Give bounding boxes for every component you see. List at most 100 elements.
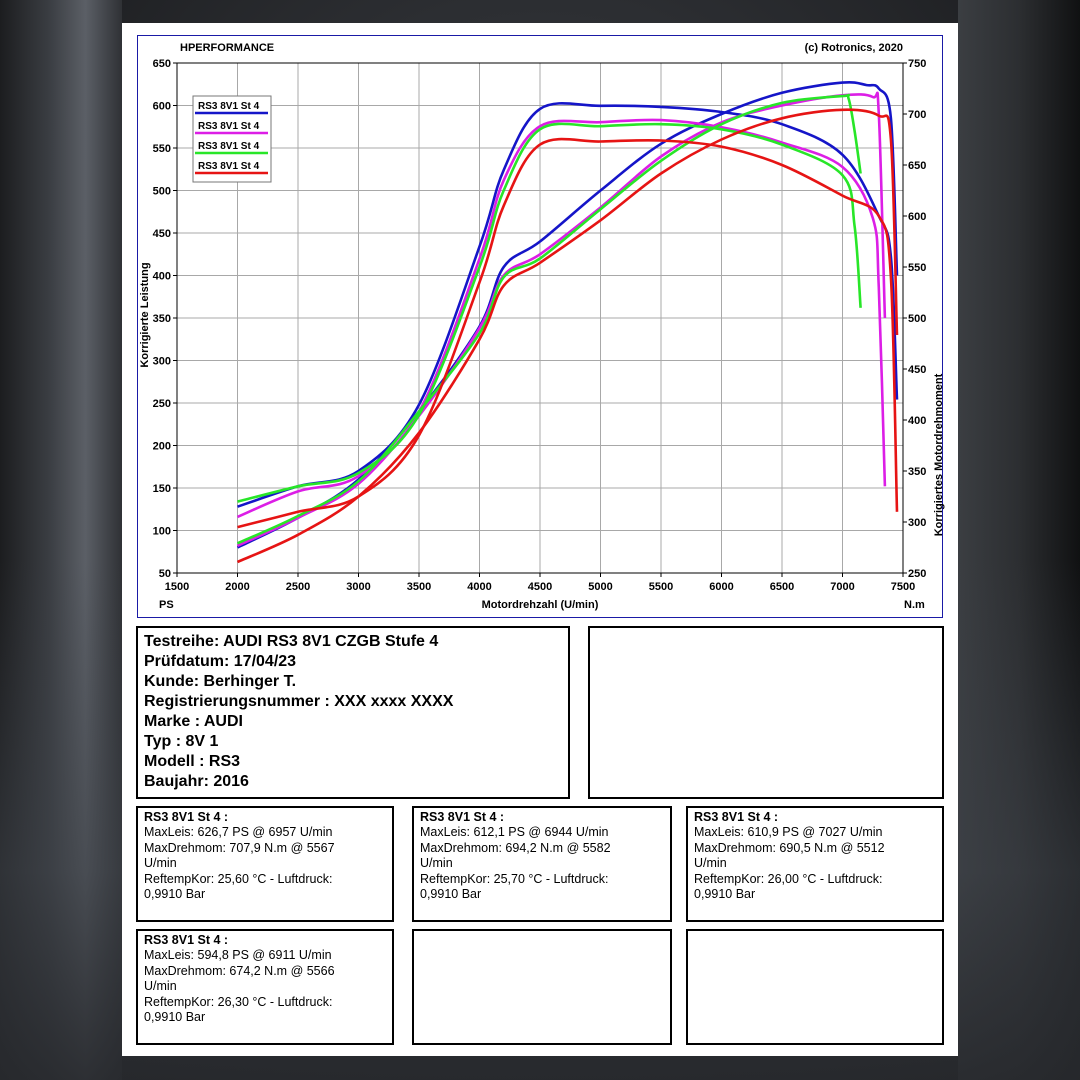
result-max-torque: MaxDrehmom: 694,2 N.m @ 5582 xyxy=(420,840,611,855)
power-curve-4 xyxy=(236,108,899,564)
kunde: Kunde: Berhinger T. xyxy=(144,673,297,690)
y-left-tick-label: 300 xyxy=(153,356,171,368)
y-right-tick-label: 550 xyxy=(908,262,926,274)
x-tick-label: 7000 xyxy=(830,581,854,593)
result-reftemp: ReftempKor: 26,00 °C - Luftdruck: xyxy=(694,871,883,886)
x-tick-label: 6000 xyxy=(709,581,733,593)
result-box-4: RS3 8V1 St 4 : MaxLeis: 594,8 PS @ 6911 … xyxy=(136,929,394,1045)
result-max-power: MaxLeis: 626,7 PS @ 6957 U/min xyxy=(144,825,333,839)
y-right-tick-label: 300 xyxy=(908,517,926,529)
x-tick-label: 5500 xyxy=(649,581,673,593)
result-reftemp: ReftempKor: 26,30 °C - Luftdruck: xyxy=(144,994,333,1009)
y-left-tick-label: 350 xyxy=(153,313,171,325)
y-left-tick-label: 600 xyxy=(153,101,171,113)
chart-legend: RS3 8V1 St 4 RS3 8V1 St 4 RS3 8V1 St 4 RS3 … xyxy=(192,95,272,183)
x-tick-label: 7500 xyxy=(891,581,915,593)
result-max-torque: MaxDrehmom: 707,9 N.m @ 5567 xyxy=(144,840,335,855)
y-left-tick-label: 150 xyxy=(153,483,171,495)
empty-info-box xyxy=(588,626,944,799)
y-right-tick-label: 700 xyxy=(908,109,926,121)
x-axis-label: Motordrehzahl (U/min) xyxy=(482,599,599,611)
y-left-tick-label: 500 xyxy=(153,186,171,198)
x-tick-label: 4500 xyxy=(528,581,552,593)
x-tick-label: 4000 xyxy=(467,581,491,593)
testreihe: Testreihe: AUDI RS3 8V1 CZGB Stufe 4 xyxy=(144,633,439,650)
y-left-tick-labels: 50 100 150 200 250 300 350 400 450 500 550 600 650 xyxy=(153,58,177,580)
y-right-tick-labels: 250 300 350 400 450 500 550 600 650 700 750 xyxy=(903,58,926,580)
chart-frame xyxy=(137,35,943,618)
x-tick-label: 3000 xyxy=(346,581,370,593)
dyno-chart: 1500 2000 2500 3000 3500 4000 4500 5000 5500 6000… xyxy=(139,42,945,611)
x-tick-label: 2500 xyxy=(286,581,310,593)
x-tick-label: 2000 xyxy=(225,581,249,593)
marke: Marke : AUDI xyxy=(144,713,243,730)
y-left-tick-label: 250 xyxy=(153,398,171,410)
result-torque-unit: U/min xyxy=(420,856,453,870)
y-left-tick-label: 50 xyxy=(159,568,171,580)
result-pressure: 0,9910 Bar xyxy=(144,887,206,901)
result-box-3: RS3 8V1 St 4 : MaxLeis: 610,9 PS @ 7027 … xyxy=(686,806,944,922)
y-right-tick-label: 250 xyxy=(908,568,926,580)
empty-result-box-6 xyxy=(686,929,944,1045)
result-torque-unit: U/min xyxy=(144,856,177,870)
legend-label-3: RS3 8V1 St 4 xyxy=(198,141,260,152)
torque-curve-1 xyxy=(237,102,899,508)
y-right-tick-label: 400 xyxy=(908,415,926,427)
left-unit-label: PS xyxy=(159,599,174,611)
torque-curve-4 xyxy=(237,137,899,529)
power-curve-2 xyxy=(236,91,887,547)
y-right-axis-label: Korrigiertes Motordrehmoment xyxy=(933,373,945,536)
series-lines xyxy=(236,80,899,564)
y-left-tick-label: 100 xyxy=(153,526,171,538)
result-title: RS3 8V1 St 4 : xyxy=(144,810,229,824)
result-max-power: MaxLeis: 612,1 PS @ 6944 U/min xyxy=(420,825,609,839)
x-tick-label: 3500 xyxy=(407,581,431,593)
result-pressure: 0,9910 Bar xyxy=(144,1010,206,1024)
y-right-tick-label: 350 xyxy=(908,466,926,478)
x-tick-labels: 1500 2000 2500 3000 3500 4000 4500 5000 5500 6000… xyxy=(165,573,915,593)
result-pressure: 0,9910 Bar xyxy=(420,887,482,901)
result-torque-unit: U/min xyxy=(694,856,727,870)
power-curve-3 xyxy=(236,93,862,545)
typ: Typ : 8V 1 xyxy=(144,733,219,750)
y-left-tick-label: 550 xyxy=(153,143,171,155)
result-title: RS3 8V1 St 4 : xyxy=(420,810,505,824)
result-reftemp: ReftempKor: 25,70 °C - Luftdruck: xyxy=(420,871,609,886)
test-info-box: Testreihe: AUDI RS3 8V1 CZGB Stufe 4 Prü… xyxy=(136,626,570,799)
baujahr: Baujahr: 2016 xyxy=(144,773,249,790)
legend-label-1: RS3 8V1 St 4 xyxy=(198,101,260,112)
result-title: RS3 8V1 St 4 : xyxy=(694,810,779,824)
result-max-torque: MaxDrehmom: 674,2 N.m @ 5566 xyxy=(144,963,335,978)
y-left-tick-label: 400 xyxy=(153,271,171,283)
header-left: HPERFORMANCE xyxy=(180,42,274,54)
modell: Modell : RS3 xyxy=(144,753,241,770)
empty-result-box-5 xyxy=(412,929,672,1045)
y-left-tick-label: 450 xyxy=(153,228,171,240)
y-right-tick-label: 500 xyxy=(908,313,926,325)
y-left-tick-label: 650 xyxy=(153,58,171,70)
result-reftemp: ReftempKor: 25,60 °C - Luftdruck: xyxy=(144,871,333,886)
result-box-2: RS3 8V1 St 4 : MaxLeis: 612,1 PS @ 6944 … xyxy=(412,806,672,922)
legend-label-2: RS3 8V1 St 4 xyxy=(198,121,260,132)
legend-label-4: RS3 8V1 St 4 xyxy=(198,161,260,172)
registrierungsnummer: Registrierungsnummer : XXX xxxx XXXX xyxy=(144,693,454,710)
y-right-tick-label: 600 xyxy=(908,211,926,223)
pruefdatum: Prüfdatum: 17/04/23 xyxy=(144,653,297,670)
y-right-tick-label: 750 xyxy=(908,58,926,70)
right-unit-label: N.m xyxy=(904,599,925,611)
y-right-tick-label: 450 xyxy=(908,364,926,376)
result-title: RS3 8V1 St 4 : xyxy=(144,933,229,947)
result-max-power: MaxLeis: 610,9 PS @ 7027 U/min xyxy=(694,825,883,839)
result-torque-unit: U/min xyxy=(144,979,177,993)
result-max-torque: MaxDrehmom: 690,5 N.m @ 5512 xyxy=(694,840,885,855)
y-left-axis-label: Korrigierte Leistung xyxy=(139,262,151,367)
header-right: (c) Rotronics, 2020 xyxy=(805,42,903,54)
y-right-tick-label: 650 xyxy=(908,160,926,172)
y-left-tick-label: 200 xyxy=(153,441,171,453)
x-tick-label: 1500 xyxy=(165,581,189,593)
x-tick-label: 6500 xyxy=(770,581,794,593)
result-box-1: RS3 8V1 St 4 : MaxLeis: 626,7 PS @ 6957 … xyxy=(136,806,394,922)
legend-box xyxy=(192,95,272,183)
x-tick-label: 5000 xyxy=(588,581,612,593)
torque-curve-3 xyxy=(237,122,862,503)
